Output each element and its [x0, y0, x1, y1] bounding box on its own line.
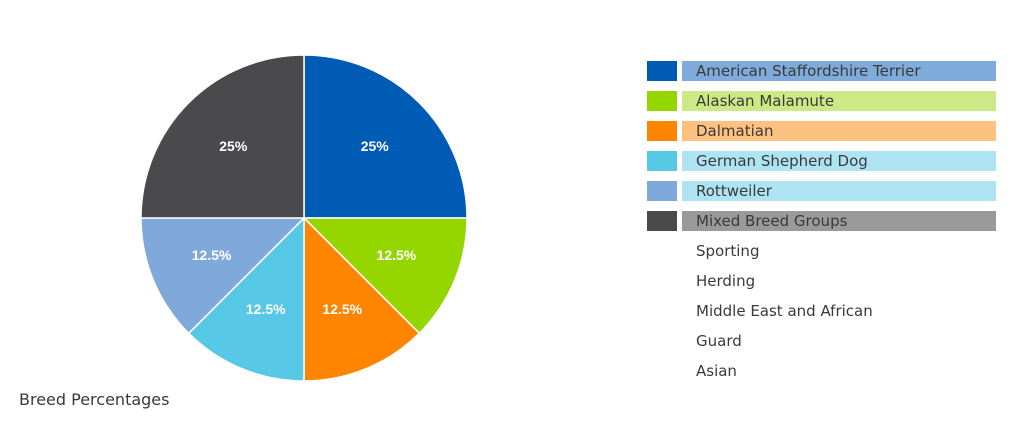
legend-label: Alaskan Malamute — [696, 92, 835, 110]
legend-item[interactable]: Mixed Breed Groups — [647, 208, 997, 238]
legend-label: Dalmatian — [696, 122, 774, 140]
pie-slice-1 — [302, 217, 468, 335]
pie-slice-label-1: 12.5% — [377, 247, 417, 263]
legend-swatch — [647, 91, 677, 111]
legend-item[interactable]: Rottweiler — [647, 178, 997, 208]
legend-highlight — [682, 91, 996, 111]
pie-slice-label-5: 25% — [219, 138, 248, 154]
pie-slice-label-3: 12.5% — [246, 301, 286, 317]
legend-item[interactable]: Asian — [647, 358, 997, 388]
legend-swatch — [647, 211, 677, 231]
legend-item[interactable]: Middle East and African — [647, 298, 997, 328]
legend-item[interactable]: Dalmatian — [647, 118, 997, 148]
legend-highlight — [682, 211, 996, 231]
legend-item[interactable]: Sporting — [647, 238, 997, 268]
pie-slice-5 — [140, 54, 305, 219]
legend: American Staffordshire Terrier Alaskan Ma… — [647, 58, 997, 388]
legend-label: American Staffordshire Terrier — [696, 62, 921, 80]
legend-highlight — [682, 121, 996, 141]
pie-slice-2 — [303, 216, 421, 382]
pie-slice-label-2: 12.5% — [322, 301, 362, 317]
pie-slice-label-0: 25% — [361, 138, 390, 154]
legend-label: Rottweiler — [696, 182, 772, 200]
legend-label: German Shepherd Dog — [696, 152, 868, 170]
chart-caption: Breed Percentages — [19, 390, 170, 409]
legend-item[interactable]: American Staffordshire Terrier — [647, 58, 997, 88]
legend-item[interactable]: Guard — [647, 328, 997, 358]
pie-slice-3 — [187, 216, 305, 382]
legend-highlight — [682, 151, 996, 171]
legend-swatch — [647, 151, 677, 171]
pie-chart: 25% 12.5% 12.5% 12.5% 12.5% 25% — [140, 54, 468, 382]
legend-label: Middle East and African — [696, 302, 873, 320]
legend-highlight — [682, 61, 996, 81]
legend-item[interactable]: Herding — [647, 268, 997, 298]
legend-swatch — [647, 181, 677, 201]
legend-item[interactable]: Alaskan Malamute — [647, 88, 997, 118]
legend-label: Sporting — [696, 242, 760, 260]
legend-item[interactable]: German Shepherd Dog — [647, 148, 997, 178]
legend-swatch — [647, 121, 677, 141]
pie-slice-label-4: 12.5% — [192, 247, 232, 263]
pie-slice-0 — [303, 54, 468, 219]
legend-label: Guard — [696, 332, 742, 350]
legend-swatch — [647, 61, 677, 81]
pie-slice-4 — [140, 217, 306, 335]
legend-label: Herding — [696, 272, 756, 290]
legend-label: Asian — [696, 362, 737, 380]
legend-highlight — [682, 181, 996, 201]
legend-label: Mixed Breed Groups — [696, 212, 848, 230]
